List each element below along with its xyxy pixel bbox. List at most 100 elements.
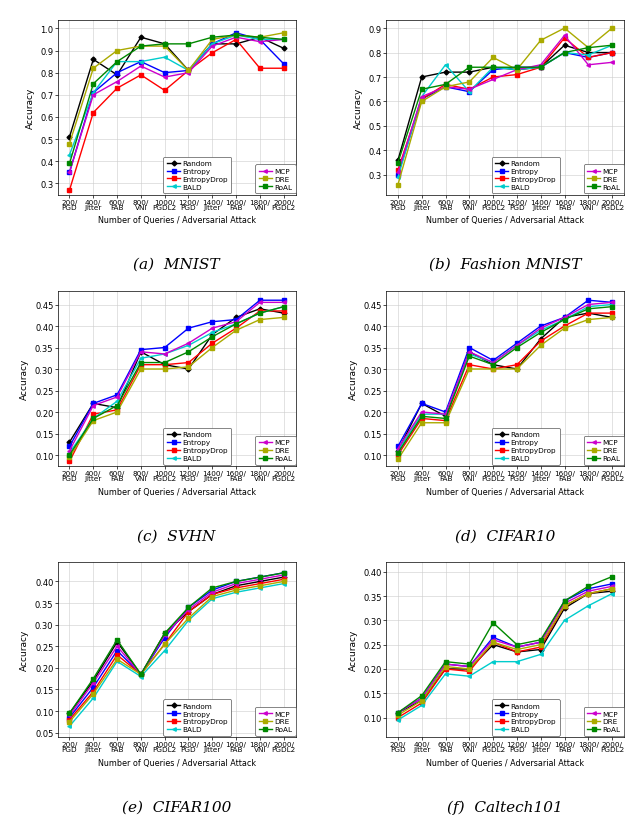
- Entropy: [161, 343, 168, 353]
- MCP: [90, 401, 97, 411]
- DRE: [161, 640, 168, 649]
- Entropy: [513, 339, 521, 349]
- RoAL: [161, 629, 168, 639]
- DRE: [561, 601, 568, 611]
- BALD: [561, 616, 568, 626]
- BALD: [537, 63, 545, 73]
- Line: Entropy: Entropy: [396, 582, 614, 714]
- Entropy: [561, 596, 568, 606]
- Entropy: [465, 88, 473, 97]
- Entropy: [489, 66, 497, 75]
- RoAL: [66, 450, 74, 460]
- Random: [90, 676, 97, 686]
- Entropy: [608, 579, 616, 589]
- Line: DRE: DRE: [396, 316, 614, 461]
- Title: (a)  MNIST: (a) MNIST: [133, 258, 220, 272]
- Line: DRE: DRE: [396, 587, 614, 717]
- MCP: [90, 91, 97, 101]
- RoAL: [442, 80, 449, 90]
- RoAL: [584, 581, 592, 591]
- MCP: [418, 694, 426, 704]
- BALD: [280, 302, 287, 312]
- RoAL: [442, 414, 449, 424]
- Entropy: [608, 298, 616, 308]
- EntropyDrop: [66, 457, 74, 467]
- Entropy: [209, 318, 216, 328]
- EntropyDrop: [90, 687, 97, 697]
- Line: Entropy: Entropy: [68, 299, 285, 449]
- Entropy: [418, 399, 426, 409]
- RoAL: [394, 159, 402, 169]
- Line: Random: Random: [68, 36, 285, 139]
- RoAL: [394, 448, 402, 458]
- BALD: [209, 40, 216, 50]
- Random: [209, 590, 216, 600]
- Legend: MCP, DRE, RoAL: MCP, DRE, RoAL: [584, 165, 624, 194]
- Entropy: [513, 642, 521, 652]
- MCP: [66, 711, 74, 721]
- EntropyDrop: [489, 637, 497, 647]
- Line: MCP: MCP: [68, 573, 285, 717]
- DRE: [256, 315, 264, 325]
- RoAL: [232, 577, 240, 586]
- MCP: [561, 599, 568, 609]
- EntropyDrop: [465, 667, 473, 676]
- BALD: [584, 601, 592, 611]
- Entropy: [584, 53, 592, 63]
- RoAL: [537, 635, 545, 645]
- Entropy: [442, 408, 449, 418]
- X-axis label: Number of Queries / Adversarial Attack: Number of Queries / Adversarial Attack: [426, 758, 584, 767]
- Title: (b)  Fashion MNIST: (b) Fashion MNIST: [429, 258, 581, 272]
- DRE: [66, 453, 74, 463]
- RoAL: [513, 640, 521, 649]
- DRE: [561, 324, 568, 333]
- MCP: [513, 642, 521, 652]
- Entropy: [280, 568, 287, 578]
- Random: [256, 34, 264, 43]
- Y-axis label: Accuracy: Accuracy: [354, 87, 363, 129]
- DRE: [537, 341, 545, 351]
- Line: Random: Random: [396, 44, 614, 163]
- Entropy: [394, 171, 402, 181]
- RoAL: [209, 333, 216, 342]
- Entropy: [256, 35, 264, 45]
- X-axis label: Number of Queries / Adversarial Attack: Number of Queries / Adversarial Attack: [97, 487, 255, 496]
- Line: EntropyDrop: EntropyDrop: [396, 312, 614, 457]
- EntropyDrop: [513, 360, 521, 370]
- Line: Entropy: Entropy: [396, 299, 614, 449]
- Random: [465, 68, 473, 78]
- Line: DRE: DRE: [396, 27, 614, 188]
- RoAL: [137, 42, 145, 52]
- BALD: [537, 649, 545, 659]
- Random: [584, 589, 592, 599]
- Random: [513, 66, 521, 75]
- MCP: [489, 358, 497, 368]
- Legend: MCP, DRE, RoAL: MCP, DRE, RoAL: [255, 165, 296, 194]
- MCP: [561, 31, 568, 41]
- BALD: [209, 328, 216, 338]
- BALD: [442, 61, 449, 70]
- DRE: [394, 455, 402, 464]
- Entropy: [66, 442, 74, 452]
- EntropyDrop: [442, 416, 449, 426]
- MCP: [232, 318, 240, 328]
- MCP: [561, 313, 568, 323]
- DRE: [113, 654, 121, 664]
- Line: BALD: BALD: [396, 44, 614, 180]
- RoAL: [418, 691, 426, 701]
- EntropyDrop: [137, 360, 145, 370]
- DRE: [513, 645, 521, 654]
- EntropyDrop: [90, 108, 97, 118]
- EntropyDrop: [209, 49, 216, 59]
- BALD: [113, 657, 121, 667]
- DRE: [256, 34, 264, 43]
- Entropy: [185, 66, 193, 76]
- DRE: [513, 364, 521, 374]
- Line: MCP: MCP: [396, 585, 614, 714]
- Entropy: [442, 659, 449, 669]
- Random: [442, 412, 449, 422]
- BALD: [161, 350, 168, 360]
- BALD: [394, 446, 402, 456]
- MCP: [584, 61, 592, 70]
- Line: Entropy: Entropy: [68, 572, 285, 719]
